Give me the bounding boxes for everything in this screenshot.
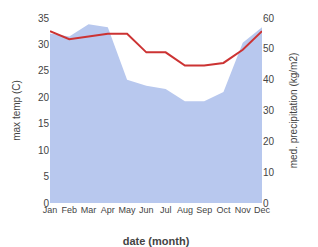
svg-text:25: 25 [38,65,50,76]
svg-text:Mar: Mar [81,205,97,215]
svg-text:0: 0 [263,198,269,209]
svg-text:20: 20 [263,136,275,147]
svg-text:Feb: Feb [62,205,78,215]
svg-text:15: 15 [38,118,50,129]
svg-text:Jul: Jul [160,205,172,215]
svg-text:date (month): date (month) [123,235,190,247]
svg-text:20: 20 [38,92,50,103]
svg-text:40: 40 [263,74,275,85]
svg-text:May: May [119,205,137,215]
svg-text:Jan: Jan [43,205,58,215]
svg-text:med. precipitation (kg/m2): med. precipitation (kg/m2) [288,53,299,169]
svg-text:Sep: Sep [196,205,212,215]
svg-text:10: 10 [38,145,50,156]
svg-text:max temp (C): max temp (C) [11,80,22,141]
svg-text:35: 35 [38,13,50,24]
svg-text:Aug: Aug [177,205,193,215]
svg-text:30: 30 [263,105,275,116]
svg-text:30: 30 [38,39,50,50]
svg-text:10: 10 [263,167,275,178]
svg-text:0: 0 [43,198,49,209]
svg-text:5: 5 [43,171,49,182]
svg-text:50: 50 [263,43,275,54]
svg-text:Jun: Jun [139,205,154,215]
svg-text:60: 60 [263,13,275,24]
svg-text:Apr: Apr [101,205,115,215]
svg-text:Dec: Dec [254,205,271,215]
svg-text:Oct: Oct [216,205,231,215]
svg-text:Nov: Nov [235,205,252,215]
